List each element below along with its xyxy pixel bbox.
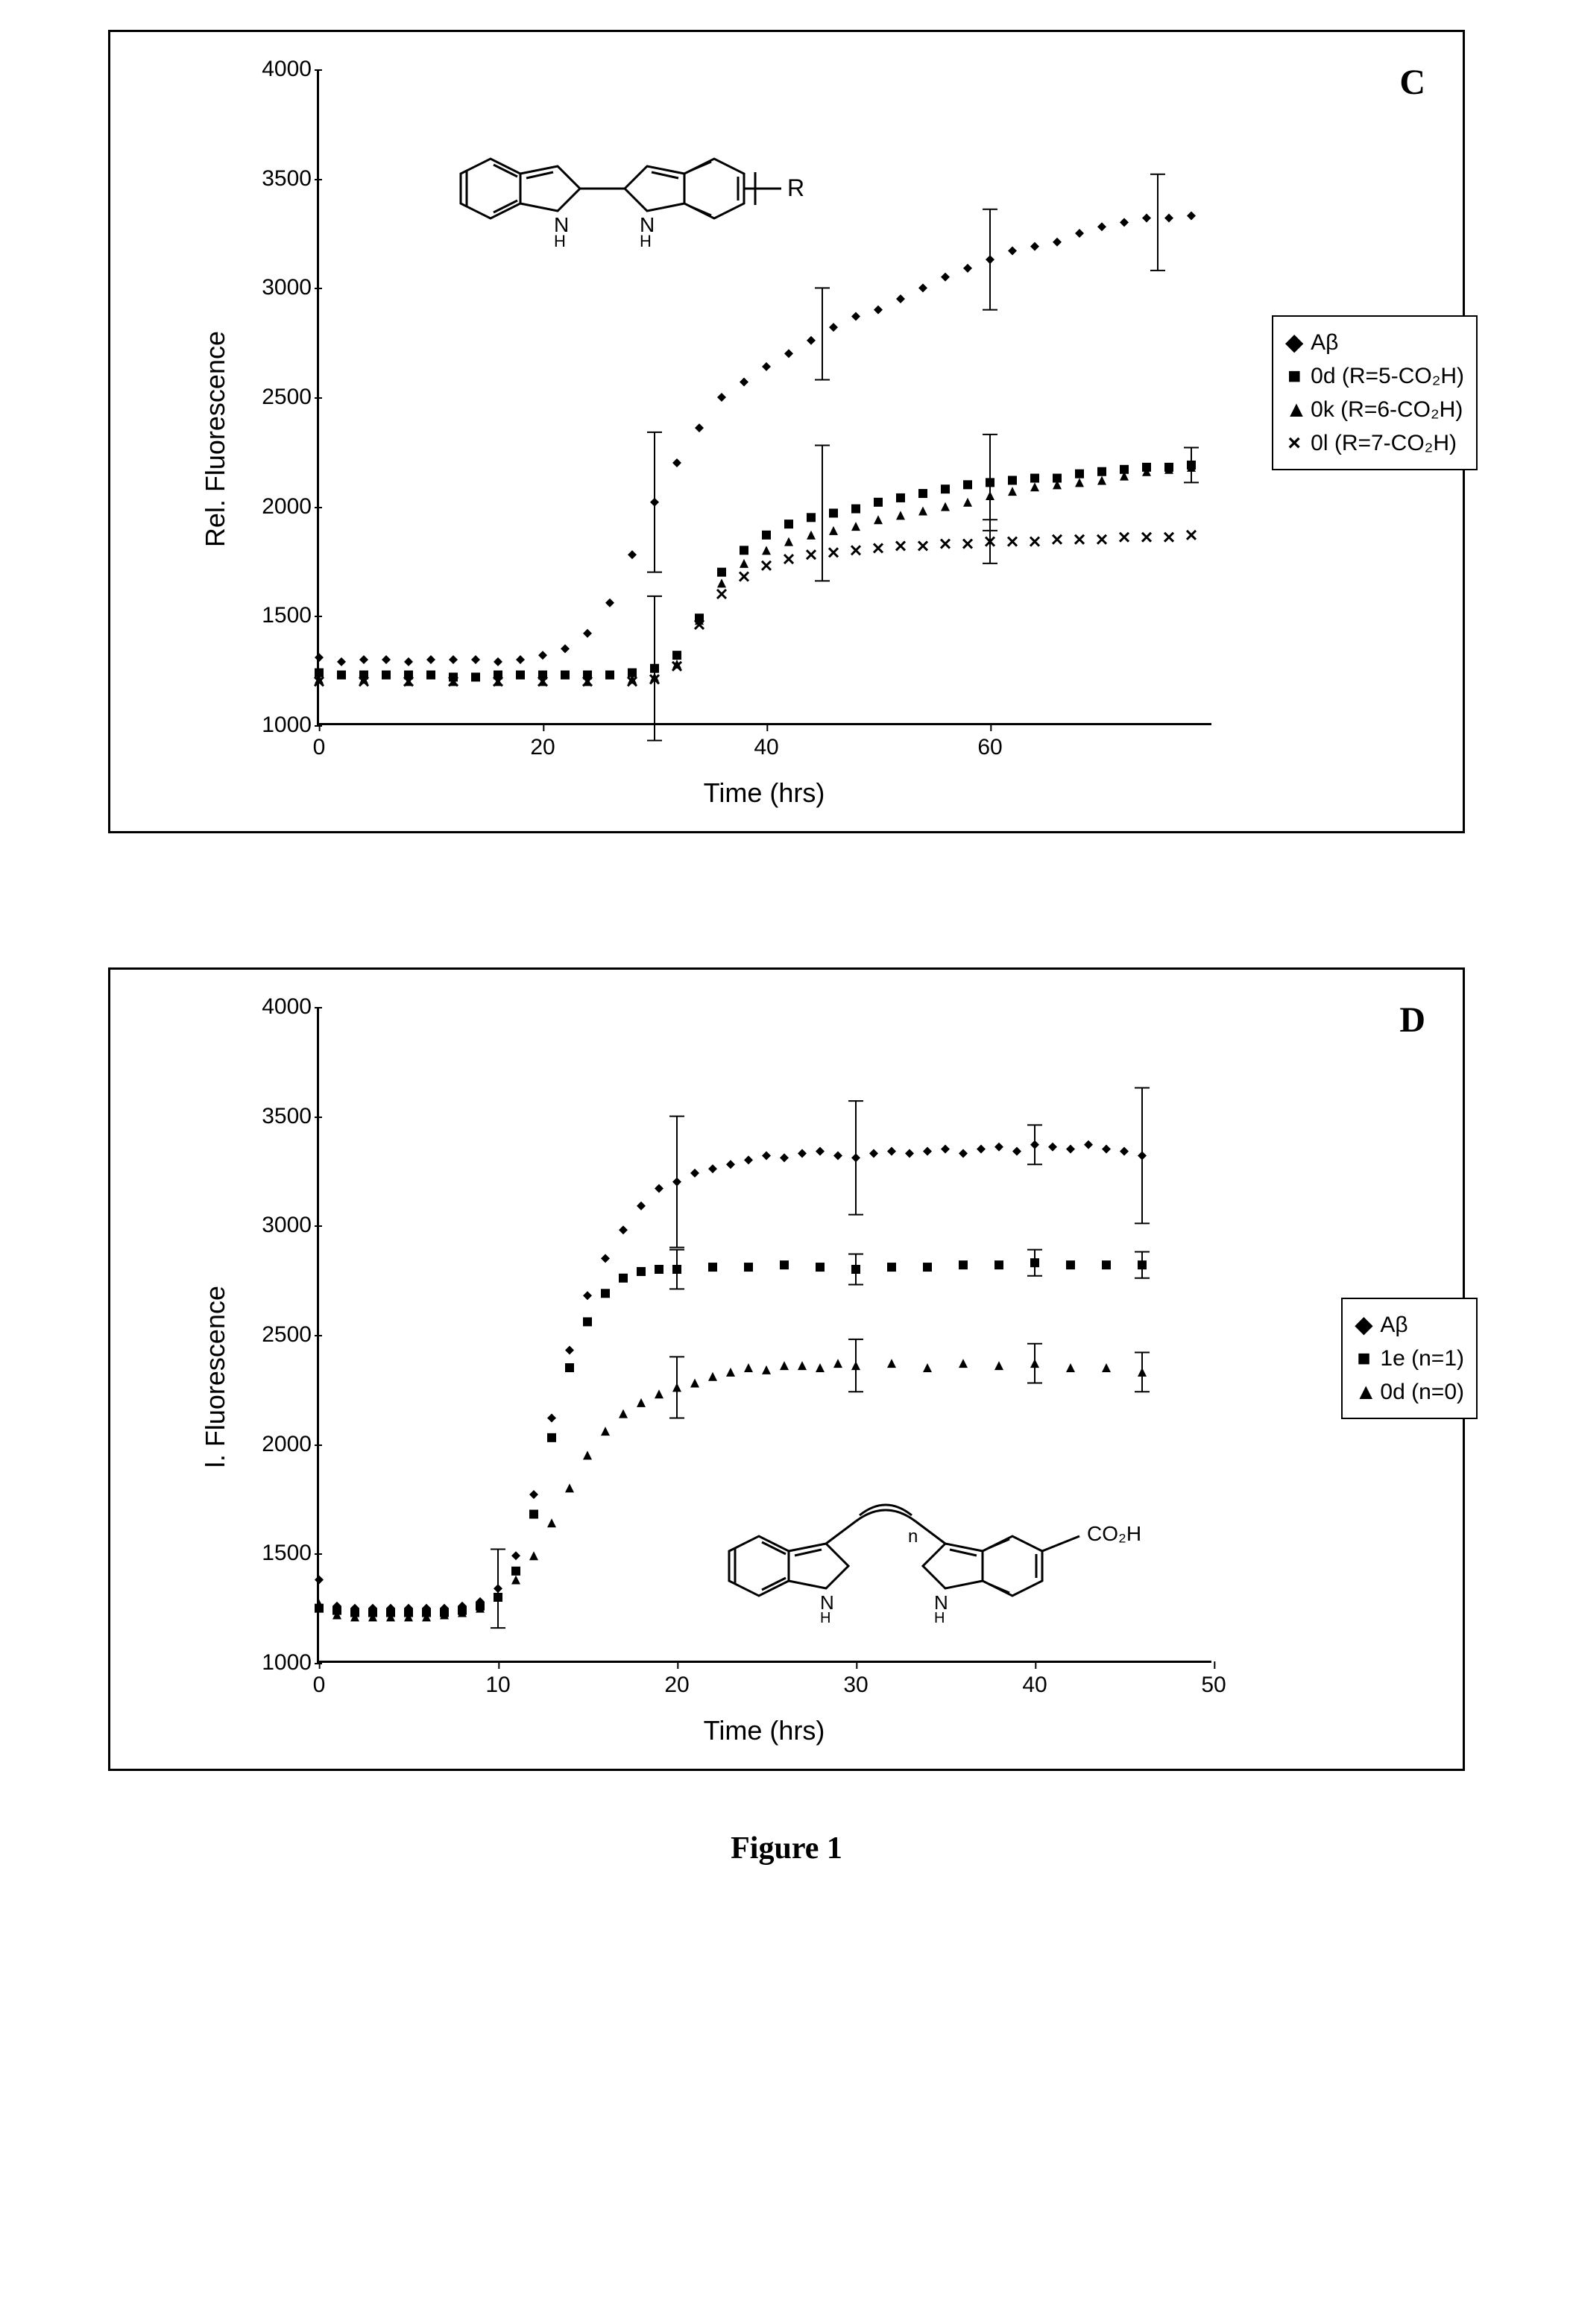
legend-marker: ▲ (1355, 1375, 1372, 1409)
legend-item: ■0d (R=5-CO₂H) (1285, 359, 1464, 393)
legend-marker: ◆ (1285, 326, 1303, 359)
panel-d-legend: ◆Aβ■1e (n=1)▲0d (n=0) (1341, 1298, 1478, 1419)
ytick: 2000 (252, 494, 312, 520)
legend-item: ▲0k (R=6-CO₂H) (1285, 393, 1464, 426)
nh-h-label-d2: H (934, 1610, 945, 1626)
legend-label: 1e (n=1) (1380, 1342, 1464, 1375)
nh-h-label-d1: H (820, 1610, 830, 1626)
legend-marker: × (1285, 426, 1303, 460)
figure-container: C Rel. Fluorescence (34, 30, 1539, 1866)
xtick: 0 (313, 735, 326, 760)
panel-c-ylabel: Rel. Fluorescence (200, 331, 231, 547)
ytick: 1500 (252, 1541, 312, 1566)
ytick: 1000 (252, 713, 312, 738)
legend-item: ×0l (R=7-CO₂H) (1285, 426, 1464, 460)
legend-marker: ◆ (1355, 1308, 1372, 1342)
xtick: 60 (977, 735, 1002, 760)
ytick: 2000 (252, 1432, 312, 1457)
legend-label: Aβ (1311, 326, 1338, 359)
legend-label: Aβ (1380, 1308, 1407, 1342)
ytick: 3500 (252, 1104, 312, 1129)
ytick: 4000 (252, 57, 312, 82)
legend-item: ◆Aβ (1285, 326, 1464, 359)
legend-marker: ■ (1285, 359, 1303, 393)
n-subscript: n (908, 1526, 918, 1547)
nh-h-label-2: H (640, 232, 652, 250)
ytick: 1500 (252, 603, 312, 628)
panel-d-structure: N H n (707, 1484, 1214, 1648)
panel-c-label: C (1399, 62, 1425, 103)
xtick: 50 (1201, 1673, 1226, 1698)
panel-d: D l. Fluorescence (108, 967, 1465, 1771)
ytick: 3000 (252, 275, 312, 300)
ytick: 2500 (252, 385, 312, 410)
ytick: 3000 (252, 1213, 312, 1238)
panel-d-plot-area: N H n (317, 1007, 1211, 1663)
xtick: 40 (754, 735, 778, 760)
legend-item: ▲0d (n=0) (1355, 1375, 1464, 1409)
xtick: 20 (664, 1673, 689, 1698)
xtick: 20 (530, 735, 555, 760)
panel-d-label: D (1399, 1000, 1425, 1041)
figure-caption: Figure 1 (34, 1831, 1539, 1866)
xtick: 0 (313, 1673, 326, 1698)
legend-label: 0k (R=6-CO₂H) (1311, 393, 1463, 426)
xtick: 40 (1022, 1673, 1047, 1698)
ytick: 4000 (252, 994, 312, 1020)
ytick: 1000 (252, 1650, 312, 1676)
nh-h-label: H (554, 232, 566, 250)
ytick: 3500 (252, 166, 312, 192)
legend-item: ■1e (n=1) (1355, 1342, 1464, 1375)
legend-marker: ■ (1355, 1342, 1372, 1375)
panel-c-xlabel: Time (hrs) (317, 777, 1211, 809)
panel-c-plot-area: N H N H (317, 69, 1211, 725)
ytick: 2500 (252, 1322, 312, 1348)
legend-label: 0l (R=7-CO₂H) (1311, 426, 1457, 460)
co2h-label: CO₂H (1087, 1522, 1141, 1545)
legend-label: 0d (n=0) (1380, 1375, 1464, 1409)
panel-d-xlabel: Time (hrs) (317, 1715, 1211, 1746)
legend-marker: ▲ (1285, 393, 1303, 426)
legend-label: 0d (R=5-CO₂H) (1311, 359, 1464, 393)
panel-c-structure: N H N H (431, 129, 819, 278)
legend-item: ◆Aβ (1355, 1308, 1464, 1342)
panel-c: C Rel. Fluorescence (108, 30, 1465, 833)
panel-c-legend: ◆Aβ■0d (R=5-CO₂H)▲0k (R=6-CO₂H)×0l (R=7-… (1272, 315, 1478, 470)
xtick: 30 (843, 1673, 868, 1698)
xtick: 10 (485, 1673, 510, 1698)
r-group-label: R (787, 174, 804, 201)
panel-d-ylabel: l. Fluorescence (200, 1286, 231, 1468)
